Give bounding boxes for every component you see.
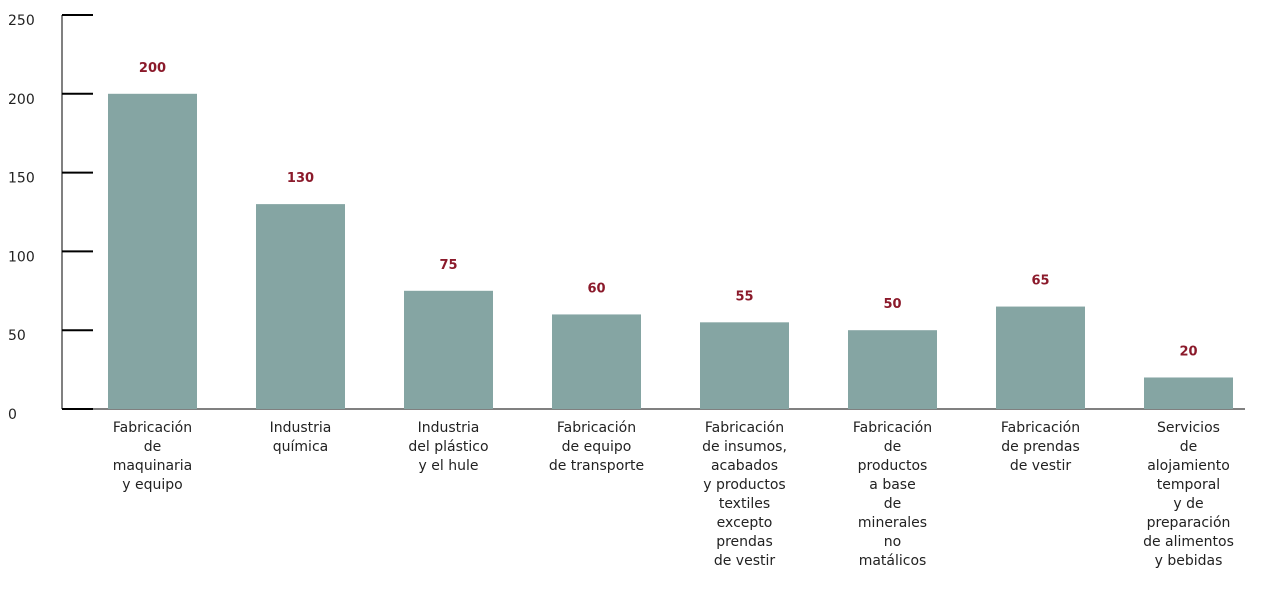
- x-tick-label-line: y equipo: [122, 477, 182, 493]
- x-tick-label: Fabricación de maquinaria y equipo: [113, 420, 193, 493]
- x-tick-label-line: a base: [869, 477, 915, 493]
- value-label: 55: [735, 289, 753, 304]
- x-tick-label-line: Servicios: [1157, 420, 1220, 436]
- x-tick-label-line: de: [884, 496, 902, 512]
- bar: [996, 306, 1085, 409]
- x-tick-label-line: de: [1180, 439, 1198, 455]
- value-label: 50: [883, 297, 901, 312]
- bar: [256, 204, 345, 409]
- x-tick-label-line: de vestir: [1010, 458, 1072, 474]
- x-tick-label: Fabricación de prendas de vestir: [1001, 420, 1080, 474]
- x-tick-label-line: de alimentos: [1143, 534, 1234, 550]
- x-tick-label-line: del plástico: [408, 439, 488, 455]
- x-tick-label-line: Fabricación: [557, 420, 636, 436]
- x-tick-label-line: de prendas: [1001, 439, 1080, 455]
- x-tick-label-line: y productos: [703, 477, 785, 493]
- bar: [848, 330, 937, 409]
- bar: [700, 322, 789, 409]
- bar: [404, 290, 493, 409]
- x-tick-label-line: de transporte: [549, 458, 644, 474]
- x-tick-label-line: y el hule: [419, 458, 479, 474]
- x-tick-label-line: matálicos: [859, 553, 927, 569]
- x-tick-label: Servicios de alojamiento temporal y de prepar…: [1143, 420, 1234, 569]
- x-tick-label-line: no: [884, 534, 901, 550]
- x-tick-label-line: Fabricación: [705, 420, 784, 436]
- x-tick-label-line: de insumos,: [702, 439, 787, 455]
- x-tick-label-line: minerales: [858, 515, 927, 531]
- x-tick-label: Industria química: [270, 420, 332, 455]
- bar: [552, 314, 641, 409]
- x-tick-label-line: Fabricación: [1001, 420, 1080, 436]
- x-tick-label-line: alojamiento: [1147, 458, 1230, 474]
- x-tick-label-line: Fabricación: [853, 420, 932, 436]
- x-tick-label-line: prendas: [716, 534, 773, 550]
- value-label: 60: [587, 281, 605, 296]
- x-tick-label-line: y de: [1173, 496, 1203, 512]
- bar: [1144, 377, 1233, 409]
- x-tick-label-line: de: [884, 439, 902, 455]
- x-tick-label: Fabricación de insumos, acabados y producto…: [702, 420, 787, 569]
- x-tick-label-line: preparación: [1147, 515, 1231, 531]
- bar: [108, 93, 197, 410]
- x-tick-label-line: y bebidas: [1155, 553, 1223, 569]
- value-label: 65: [1031, 274, 1049, 289]
- y-tick-label: 50: [8, 328, 26, 344]
- x-tick-label-line: de equipo: [562, 439, 632, 455]
- value-label: 20: [1179, 344, 1197, 359]
- x-tick-label-line: Industria: [270, 420, 332, 436]
- x-tick-label-line: Fabricación: [113, 420, 192, 436]
- value-label: 200: [139, 61, 166, 76]
- y-tick-label: 200: [8, 92, 35, 108]
- x-tick-label-line: Industria: [418, 420, 480, 436]
- x-tick-label-line: textiles: [719, 496, 770, 512]
- value-label: 130: [287, 171, 314, 186]
- y-tick-label: 250: [8, 13, 35, 29]
- x-tick-label-line: productos: [858, 458, 928, 474]
- y-tick-label: 150: [8, 171, 35, 187]
- x-tick-label-line: maquinaria: [113, 458, 193, 474]
- y-tick-label: 0: [8, 407, 17, 423]
- x-tick-label-line: acabados: [711, 458, 778, 474]
- y-tick-label: 100: [8, 249, 35, 265]
- x-tick-label: Industria del plástico y el hule: [408, 420, 488, 474]
- value-label: 75: [439, 258, 457, 273]
- x-tick-label-line: química: [273, 439, 328, 455]
- x-tick-label: Fabricación de productos a base de minerales n…: [853, 420, 932, 569]
- x-tick-label: Fabricación de equipo de transporte: [549, 420, 644, 474]
- x-tick-label-line: de: [144, 439, 162, 455]
- x-tick-label-line: de vestir: [714, 553, 776, 569]
- x-tick-label-line: excepto: [717, 515, 773, 531]
- x-tick-label-line: temporal: [1157, 477, 1220, 493]
